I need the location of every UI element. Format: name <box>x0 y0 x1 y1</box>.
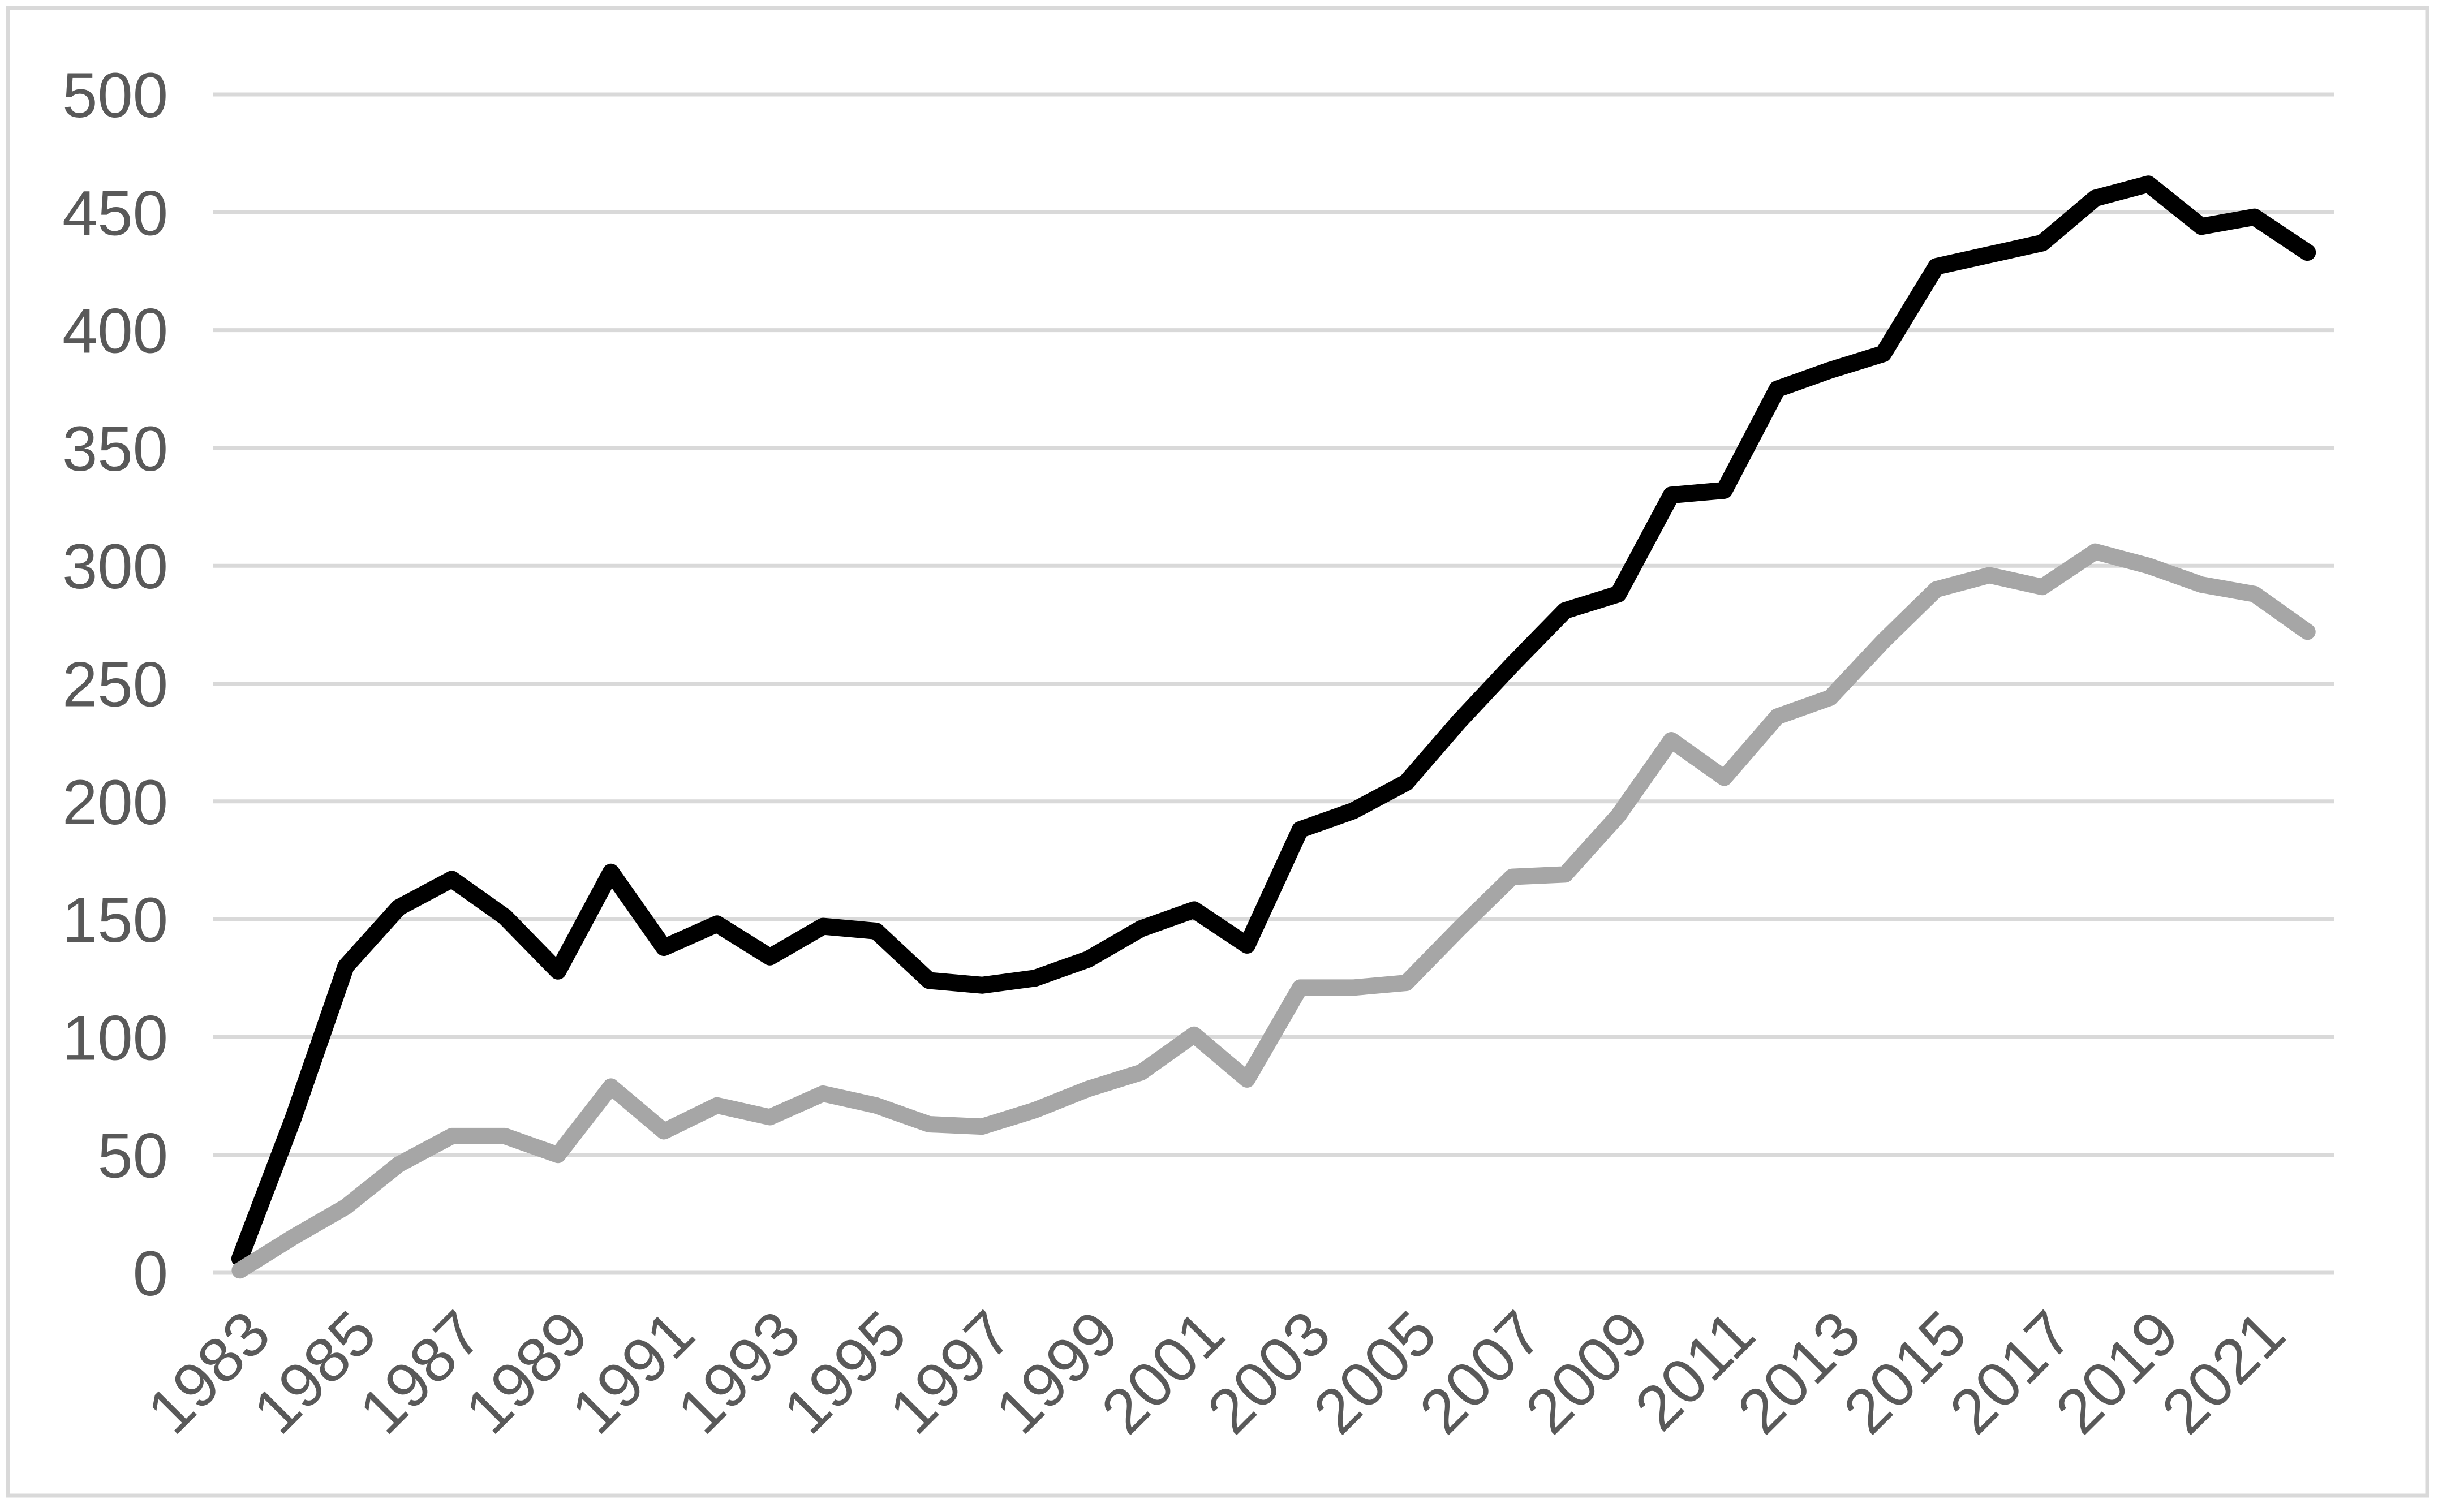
y-axis-labels-group: 0 50 100 150 200 250 300 350 400 450 500 <box>62 60 168 1309</box>
x-axis-tick-label: 1983 <box>134 1298 283 1448</box>
chart-border <box>6 6 2430 1498</box>
y-axis-tick-label: 400 <box>62 296 168 367</box>
x-axis-tick-label: 2009 <box>1512 1298 1662 1448</box>
x-axis-tick-label: 1993 <box>664 1298 814 1448</box>
x-axis-tick-label: 2015 <box>1830 1298 1980 1448</box>
x-axis-tick-label: 1995 <box>770 1298 920 1448</box>
x-axis-tick-label: 2021 <box>2148 1298 2298 1448</box>
x-axis-tick-label: 1991 <box>558 1298 708 1448</box>
x-axis-tick-label: 2019 <box>2042 1298 2192 1448</box>
gray-series-line <box>231 543 2316 1279</box>
y-axis-tick-label: 150 <box>62 885 168 955</box>
x-axis-tick-label: 2013 <box>1724 1298 1874 1448</box>
y-axis-tick-label: 450 <box>62 178 168 248</box>
y-axis-tick-label: 300 <box>62 531 168 602</box>
x-axis-tick-label: 2007 <box>1406 1298 1556 1448</box>
y-axis-tick-label: 0 <box>133 1238 168 1309</box>
y-axis-tick-label: 500 <box>62 60 168 131</box>
x-axis-tick-label: 1999 <box>982 1298 1132 1448</box>
x-axis-tick-label: 1985 <box>240 1298 390 1448</box>
x-axis-tick-label: 2011 <box>1622 1298 1768 1444</box>
y-axis-tick-label: 200 <box>62 767 168 838</box>
y-axis-tick-label: 50 <box>97 1121 168 1191</box>
y-axis-tick-label: 350 <box>62 413 168 484</box>
x-axis-tick-label: 1989 <box>452 1298 602 1448</box>
series-group <box>231 175 2316 1279</box>
x-axis-tick-label: 2003 <box>1194 1298 1344 1448</box>
chart-border-group <box>6 6 2430 1498</box>
y-axis-tick-label: 250 <box>62 649 168 720</box>
x-axis-tick-label: 2017 <box>1936 1298 2086 1448</box>
x-axis-tick-label: 1987 <box>346 1298 496 1448</box>
x-axis-labels-group: 1983198519871989199119931995199719992001… <box>134 1298 2298 1448</box>
gridlines-group <box>213 92 2334 1275</box>
y-axis-tick-label: 100 <box>62 1002 168 1073</box>
x-axis-tick-label: 1997 <box>876 1298 1026 1448</box>
x-axis-tick-label: 2005 <box>1300 1298 1450 1448</box>
black-series-line <box>231 175 2316 1267</box>
x-axis-tick-label: 2001 <box>1088 1298 1238 1448</box>
